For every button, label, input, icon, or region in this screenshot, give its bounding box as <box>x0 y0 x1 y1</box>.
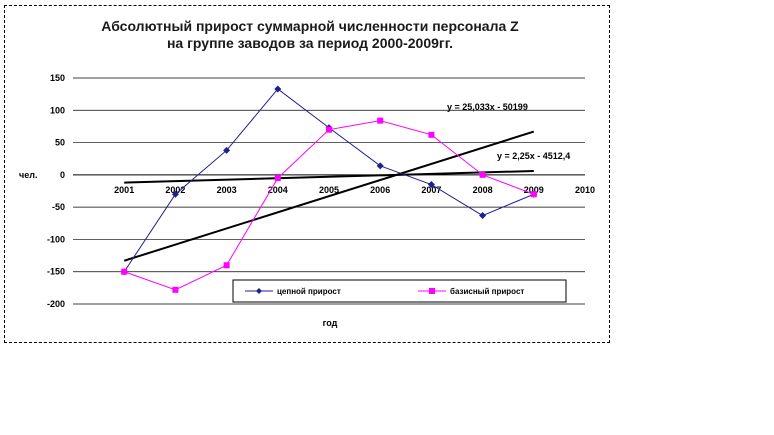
data-point <box>428 131 435 138</box>
data-point <box>376 162 384 170</box>
chart-frame: Абсолютный прирост суммарной численности… <box>4 5 610 343</box>
x-tick-label: 2003 <box>217 185 237 195</box>
x-tick-label: 2009 <box>524 185 544 195</box>
x-tick-label: 2006 <box>370 185 390 195</box>
x-axis-label: год <box>323 318 338 328</box>
data-point <box>121 268 128 275</box>
data-point <box>530 191 537 198</box>
chart-svg: Абсолютный прирост суммарной численности… <box>19 18 595 328</box>
data-point <box>223 262 230 269</box>
x-tick-labels: 2001 2002 2003 2004 2005 2006 2007 2008 2009 2010 <box>114 185 595 195</box>
trendline-2 <box>124 169 534 184</box>
data-point <box>274 85 282 93</box>
trendline-1 <box>123 130 535 262</box>
series-lines <box>120 85 538 293</box>
legend-box <box>232 279 567 303</box>
x-tick-label: 2002 <box>165 185 185 195</box>
trend-equation-2: y = 2,25x - 4512,4 <box>497 151 570 161</box>
data-point <box>172 286 179 293</box>
series-line-2 <box>124 120 534 291</box>
data-point <box>223 146 231 154</box>
trendlines <box>123 130 535 262</box>
y-tick-label: -150 <box>47 267 65 277</box>
chart-title-line1: Абсолютный прирост суммарной численности… <box>101 18 519 34</box>
data-point <box>479 171 486 178</box>
y-tick-label: -50 <box>52 202 65 212</box>
y-tick-label: 100 <box>50 105 65 115</box>
y-tick-label: -100 <box>47 234 65 244</box>
legend-marker <box>256 288 262 294</box>
legend-label: базисный прирост <box>450 287 524 296</box>
data-point <box>479 212 487 220</box>
y-tick-label: -200 <box>47 299 65 309</box>
chart-title-line2: на группе заводов за период 2000-2009гг. <box>167 35 453 51</box>
x-tick-label: 2001 <box>114 185 134 195</box>
x-tick-label: 2005 <box>319 185 339 195</box>
x-tick-label: 2007 <box>421 185 441 195</box>
y-tick-label: 50 <box>55 138 65 148</box>
x-tick-label: 2004 <box>268 185 288 195</box>
y-axis-label: чел. <box>19 170 37 180</box>
grid-lines <box>73 77 585 305</box>
legend-marker <box>429 288 435 294</box>
data-point <box>377 117 384 124</box>
y-tick-label: 0 <box>60 170 65 180</box>
x-tick-label: 2008 <box>473 185 493 195</box>
data-point <box>171 190 179 198</box>
trend-equation-1: y = 25,033x - 50199 <box>447 102 528 112</box>
data-point <box>427 181 435 189</box>
legend: цепной прирост базисный прирост <box>232 279 567 303</box>
y-tick-labels: 150 100 50 0 -50 -100 -150 -200 <box>47 73 65 309</box>
legend-label: цепной прирост <box>277 287 341 296</box>
data-point <box>326 126 332 133</box>
data-point <box>274 175 281 182</box>
y-tick-label: 150 <box>50 73 65 83</box>
x-tick-label: 2010 <box>575 185 595 195</box>
